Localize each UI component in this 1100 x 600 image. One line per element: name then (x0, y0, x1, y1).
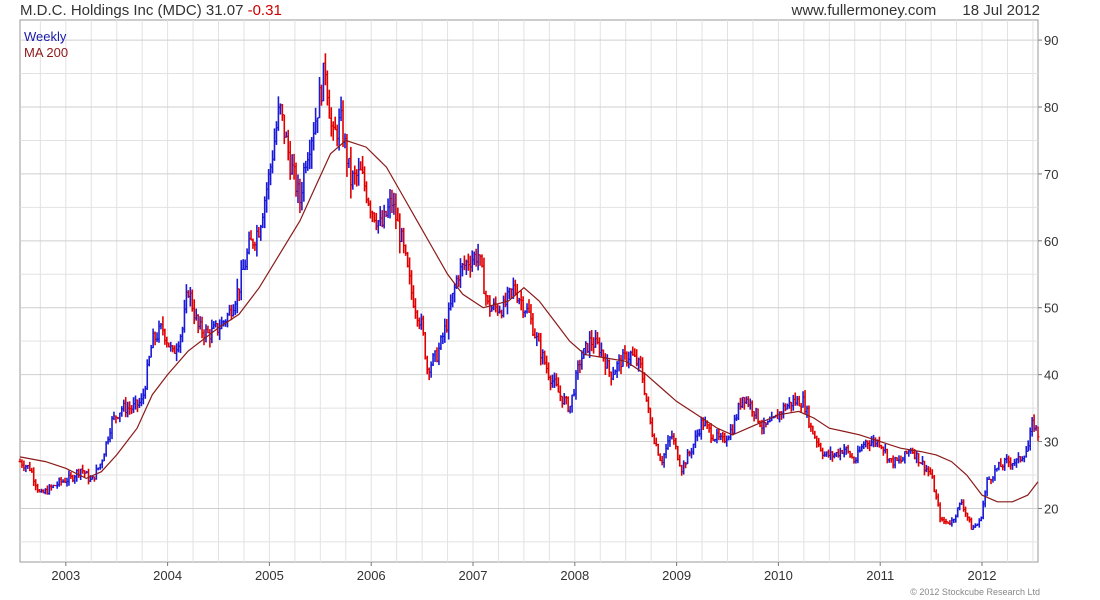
y-tick-label: 60 (1044, 234, 1058, 249)
y-tick-label: 30 (1044, 435, 1058, 450)
y-tick-label: 40 (1044, 368, 1058, 383)
x-tick-label: 2007 (459, 568, 488, 583)
x-tick-label: 2009 (662, 568, 691, 583)
chart-title: M.D.C. Holdings Inc (MDC) 31.07 -0.31 (20, 2, 282, 19)
ma200-line (19, 139, 1039, 503)
y-tick-label: 20 (1044, 501, 1058, 516)
chart-date: 18 Jul 2012 (962, 2, 1040, 19)
y-tick-label: 70 (1044, 167, 1058, 182)
price-change: -0.31 (247, 2, 282, 19)
legend-weekly: Weekly (24, 29, 67, 44)
x-tick-label: 2011 (866, 568, 894, 583)
last-price: 31.07 (205, 2, 244, 19)
x-tick-label: 2008 (560, 568, 589, 583)
grid-lines (20, 20, 1038, 562)
copyright-text: © 2012 Stockcube Research Ltd (910, 587, 1040, 597)
x-axis: 2003 2004 2005 2006 2007 2008 2009 2010 2011 2012 (51, 562, 996, 583)
website-link[interactable]: www.fullermoney.com (791, 2, 937, 19)
x-tick-label: 2005 (255, 568, 284, 583)
y-tick-label: 50 (1044, 301, 1058, 316)
plot-area (19, 19, 1039, 563)
company-name: M.D.C. Holdings Inc (MDC) (20, 2, 202, 19)
x-tick-label: 2004 (153, 568, 182, 583)
legend-ma200: MA 200 (24, 45, 69, 60)
x-tick-label: 2010 (764, 568, 793, 583)
y-tick-label: 80 (1044, 100, 1058, 115)
y-tick-label: 90 (1044, 33, 1058, 48)
ma-line (19, 139, 1039, 503)
chart-source: www.fullermoney.com 18 Jul 2012 (791, 2, 1040, 19)
x-tick-label: 2012 (968, 568, 997, 583)
x-tick-label: 2003 (51, 568, 80, 583)
x-tick-label: 2006 (357, 568, 386, 583)
y-axis: 20 30 40 50 60 70 80 90 (1038, 33, 1058, 516)
